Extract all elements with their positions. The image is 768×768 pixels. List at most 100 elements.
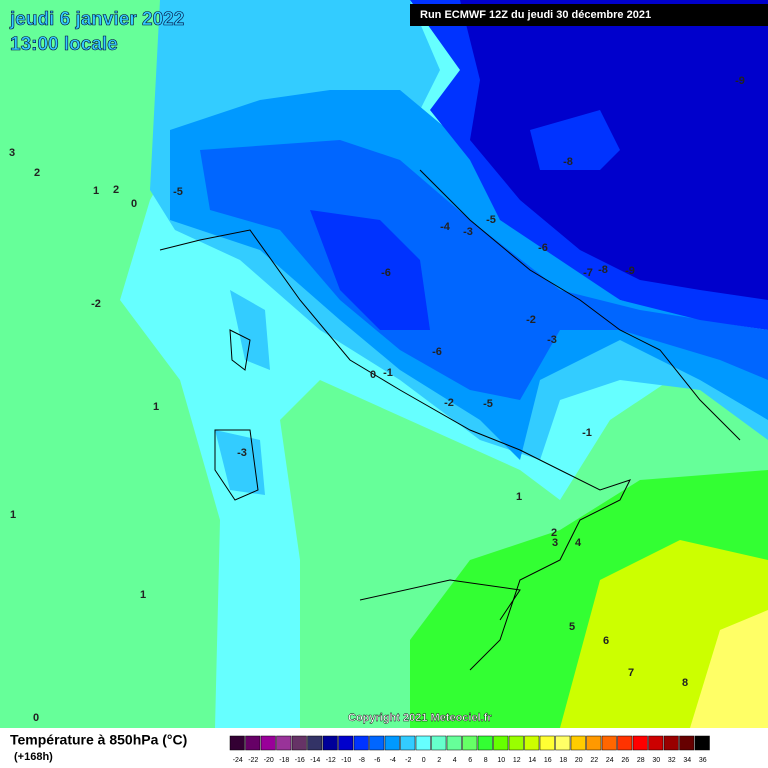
scale-label: -10 (341, 757, 351, 764)
contour-label: -3 (237, 447, 247, 459)
scale-swatch (570, 735, 586, 751)
scale-label: -18 (279, 757, 289, 764)
run-info: Run ECMWF 12Z du jeudi 30 décembre 2021 (420, 9, 651, 21)
scale-label: 34 (683, 757, 691, 764)
contour-label: 1 (10, 509, 16, 521)
contour-label: -6 (432, 346, 442, 358)
scale-label: -6 (374, 757, 380, 764)
contour-label: -9 (625, 265, 635, 277)
scale-label: -2 (405, 757, 411, 764)
contour-label: -2 (444, 397, 454, 409)
scale-label: -4 (390, 757, 396, 764)
contour-label: -5 (483, 398, 493, 410)
contour-label: -8 (598, 264, 608, 276)
contour-label: 8 (682, 677, 688, 689)
scale-swatch (539, 735, 555, 751)
copyright: Copyright 2021 Meteociel.fr (348, 712, 492, 724)
coastlines (159, 169, 741, 671)
contour-label: 1 (140, 589, 146, 601)
scale-swatch (338, 735, 354, 751)
scale-label: -12 (326, 757, 336, 764)
scale-swatch (694, 735, 710, 751)
scale-swatch (353, 735, 369, 751)
contour-label: 0 (131, 198, 137, 210)
scale-label: 36 (699, 757, 707, 764)
scale-label: 30 (652, 757, 660, 764)
contour-label: 2 (113, 184, 119, 196)
scale-swatch (524, 735, 540, 751)
lead-time: (+168h) (14, 751, 53, 763)
contour-label: -8 (563, 156, 573, 168)
scale-swatch (446, 735, 462, 751)
contour-label: -6 (538, 242, 548, 254)
scale-swatch (477, 735, 493, 751)
contour-label: -3 (547, 334, 557, 346)
scale-label: 14 (528, 757, 536, 764)
scale-swatch (679, 735, 695, 751)
contour-label: -3 (463, 226, 473, 238)
run-banner (410, 4, 768, 26)
scale-label: 22 (590, 757, 598, 764)
scale-swatch (462, 735, 478, 751)
scale-label: 6 (468, 757, 472, 764)
contour-label: 5 (569, 621, 575, 633)
scale-label: -20 (264, 757, 274, 764)
scale-swatch (601, 735, 617, 751)
contour-label: 1 (153, 401, 159, 413)
contour-label: -1 (582, 427, 592, 439)
scale-swatch (322, 735, 338, 751)
contour-label: -1 (383, 367, 393, 379)
contour-label: -5 (173, 186, 183, 198)
scale-label: 18 (559, 757, 567, 764)
scale-label: 32 (668, 757, 676, 764)
contour-label: 1 (516, 491, 522, 503)
scale-label: -8 (359, 757, 365, 764)
scale-swatch (369, 735, 385, 751)
scale-swatch (415, 735, 431, 751)
scale-swatch (431, 735, 447, 751)
contour-label: -4 (440, 221, 451, 233)
scale-swatch (648, 735, 664, 751)
scale-label: -14 (310, 757, 320, 764)
contour-label: 2 (34, 167, 40, 179)
scale-swatch (586, 735, 602, 751)
contour-label: 0 (33, 712, 39, 724)
scale-label: -24 (233, 757, 243, 764)
contour-label: 2 (551, 527, 557, 539)
contour-label: 6 (603, 635, 609, 647)
scale-label: 12 (513, 757, 521, 764)
scale-label: 0 (422, 757, 426, 764)
scale-swatch (245, 735, 261, 751)
scale-label: 26 (621, 757, 629, 764)
color-scale: -24 -22 -20 -18 -16 -14 -12 -10 -8 -6 -4 -2 0 2 4 6 8 10 1… (229, 735, 710, 764)
scale-swatch (276, 735, 292, 751)
scale-swatch (555, 735, 571, 751)
scale-label: -16 (295, 757, 305, 764)
contour-label: 3 (552, 537, 558, 549)
contour-label: -2 (91, 298, 101, 310)
scale-label: -22 (248, 757, 258, 764)
temperature-field (0, 0, 768, 728)
contour-label: -5 (486, 214, 496, 226)
scale-label: 20 (575, 757, 583, 764)
scale-swatch (632, 735, 648, 751)
date-title: jeudi 6 janvier 2022 (9, 9, 184, 30)
contour-label: 1 (93, 185, 99, 197)
time-title: 13:00 locale (10, 34, 118, 55)
contour-label: -9 (735, 75, 745, 87)
scale-label: 8 (484, 757, 488, 764)
scale-label: 28 (637, 757, 645, 764)
scale-swatch (384, 735, 400, 751)
scale-swatch (663, 735, 679, 751)
scale-label: 24 (606, 757, 614, 764)
scale-swatch (291, 735, 307, 751)
scale-label: 10 (497, 757, 505, 764)
scale-label: 2 (437, 757, 441, 764)
contour-label: 3 (9, 147, 15, 159)
scale-swatch (400, 735, 416, 751)
scale-swatch (307, 735, 323, 751)
contour-label: 0 (370, 369, 376, 381)
scale-swatch (617, 735, 633, 751)
